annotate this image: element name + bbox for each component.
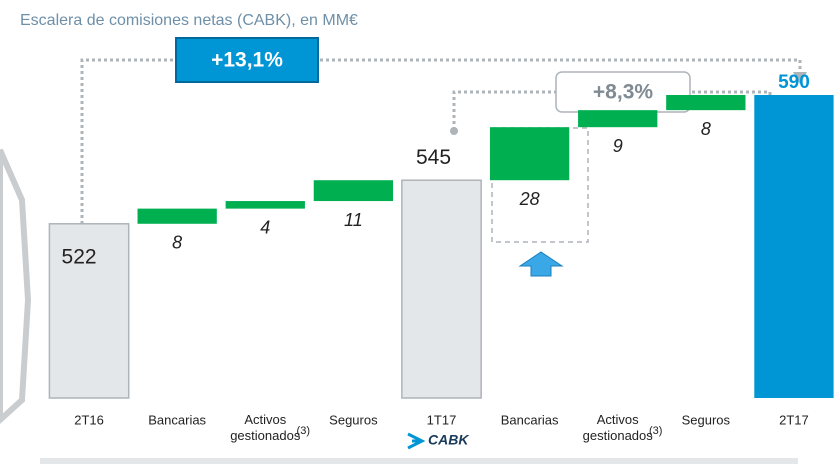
bar	[754, 95, 834, 398]
value-label: 9	[613, 136, 623, 156]
value-label: 590	[778, 72, 810, 93]
value-label: 522	[62, 245, 97, 268]
chart-title: Escalera de comisiones netas (CABK), en …	[20, 12, 358, 29]
x-tick-label: Seguros	[329, 412, 378, 427]
bar	[578, 110, 658, 128]
dot	[450, 127, 458, 135]
left-chevron	[0, 148, 32, 425]
value-label: 545	[416, 146, 451, 169]
annotation: +8,3%	[593, 81, 653, 104]
x-tick-label: Activos gestionados	[583, 412, 654, 443]
footer-bar	[40, 458, 798, 464]
bar	[313, 180, 394, 202]
x-tick-label: Seguros	[682, 412, 731, 427]
bar	[401, 179, 482, 399]
value-label: 8	[701, 119, 711, 139]
arrow-head	[793, 72, 807, 84]
footnote: (3)	[649, 425, 662, 437]
x-tick-label: 2T17	[779, 412, 809, 427]
x-tick-label: Bancarias	[148, 412, 206, 427]
bar	[48, 223, 130, 399]
bar	[666, 95, 746, 111]
logo: CABK	[428, 432, 469, 448]
x-tick-label: 2T16	[74, 412, 104, 427]
value-label: 11	[344, 210, 363, 230]
bar	[225, 201, 305, 209]
annotation: +13,1%	[211, 49, 283, 72]
connectors	[80, 58, 802, 230]
x-tick-label: Activos gestionados	[230, 412, 301, 443]
x-tick-label: 1T17	[427, 412, 457, 427]
logo-mark	[407, 432, 426, 450]
footnote: (3)	[297, 425, 310, 437]
value-label: 4	[260, 217, 270, 237]
up-arrow	[518, 251, 564, 277]
bar	[137, 208, 217, 224]
bar	[489, 127, 570, 181]
annotation-box	[175, 37, 319, 83]
value-label: 8	[172, 233, 182, 253]
x-tick-label: Bancarias	[501, 412, 559, 427]
value-label: 28	[519, 189, 540, 209]
